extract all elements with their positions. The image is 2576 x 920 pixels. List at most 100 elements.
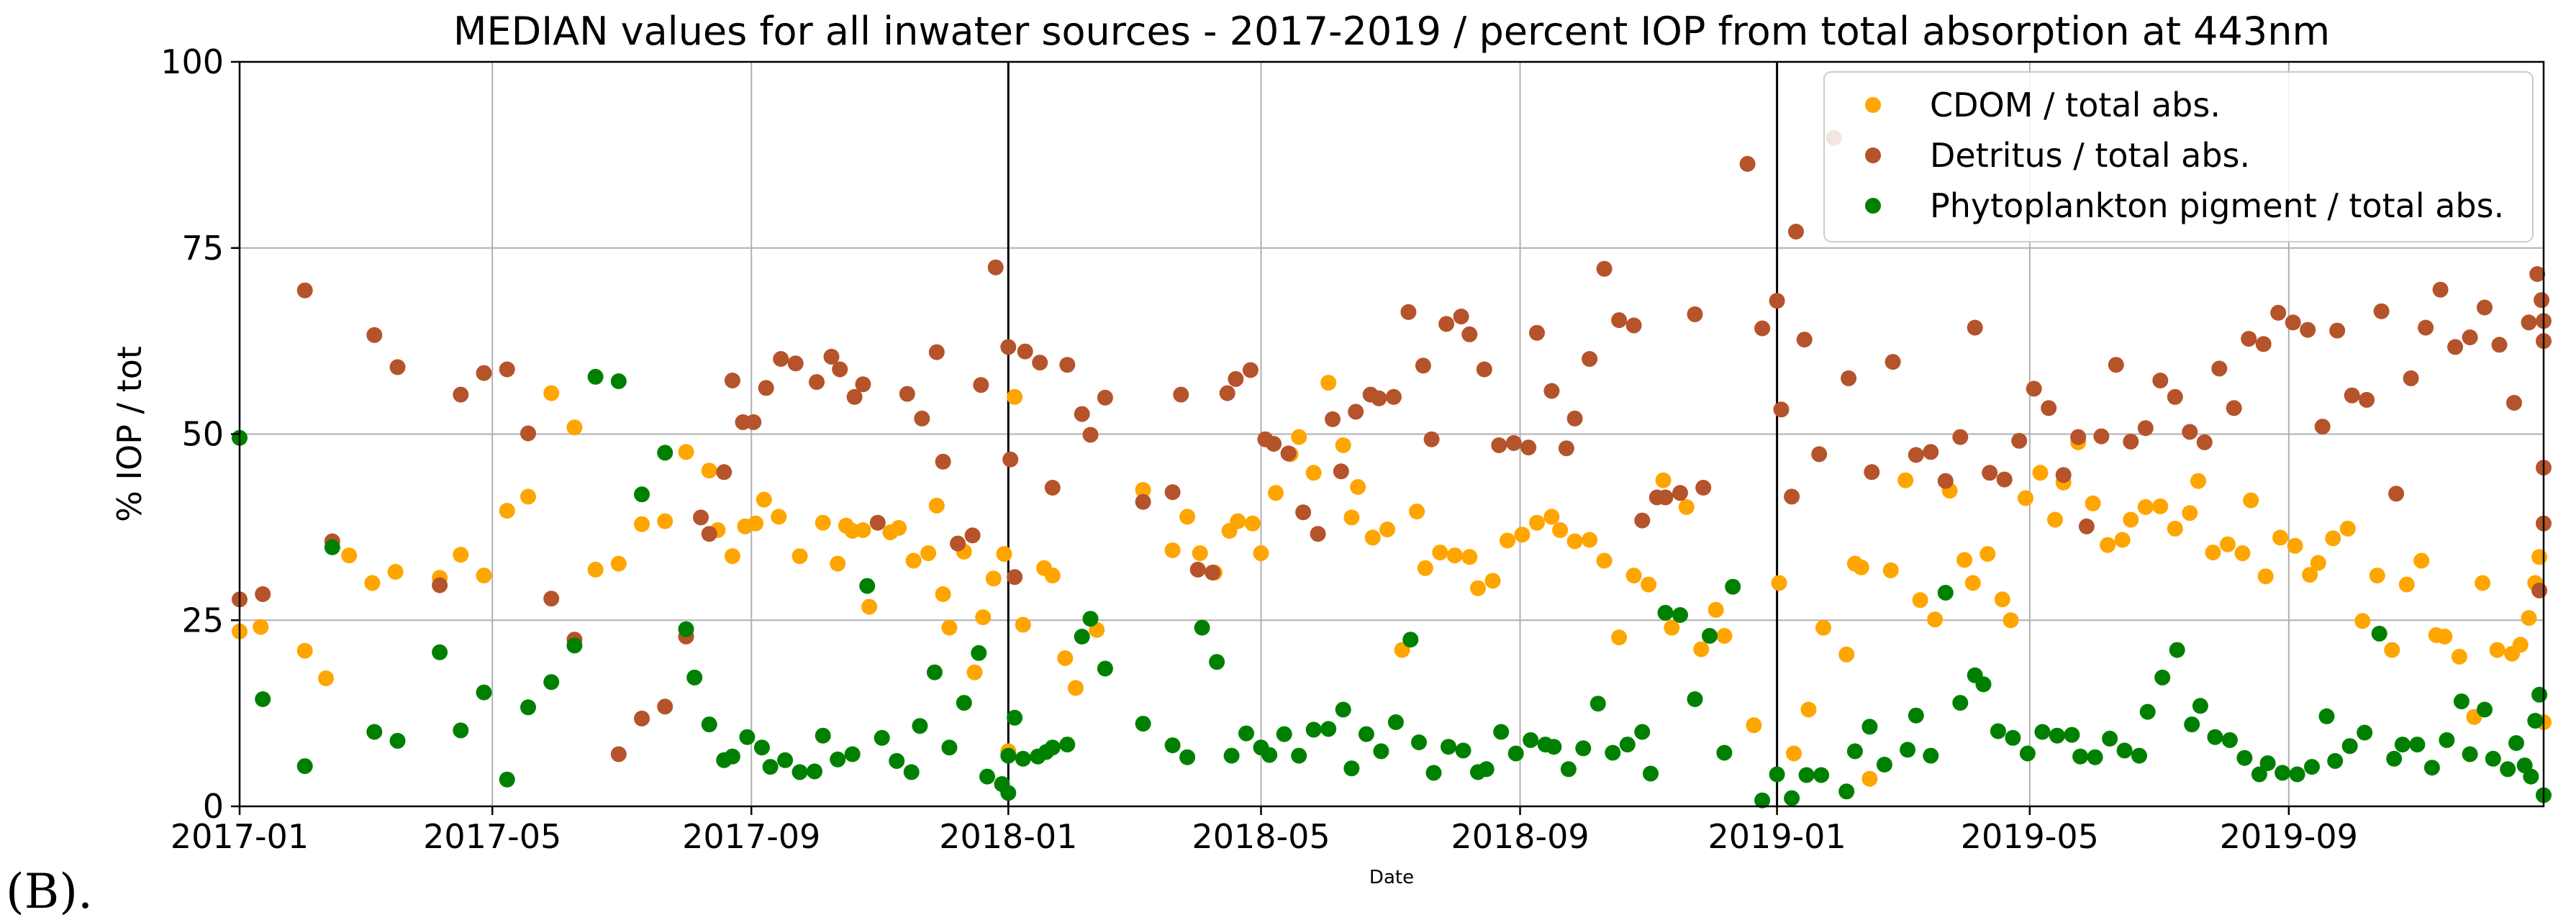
data-point [1348,404,1364,420]
data-point [1529,514,1545,531]
panel-label: (B). [6,864,93,919]
data-point [2032,465,2049,481]
data-point [1769,293,1785,309]
data-point [1364,529,1381,546]
data-point [2521,314,2537,331]
data-point [1478,761,1495,778]
data-point [1387,714,1404,730]
data-point [2055,467,2072,483]
data-point [1032,355,1048,371]
data-point [1611,312,1628,329]
data-point [1074,406,1090,422]
data-point [716,464,733,481]
data-point [1853,559,1869,575]
data-point [2359,391,2375,408]
data-point [1017,343,1033,360]
data-point [2137,420,2154,437]
data-point [2102,730,2118,747]
data-point [724,748,740,765]
data-point [1543,509,1560,525]
data-point [1643,765,1659,782]
data-point [1664,619,1680,636]
data-point [610,373,627,389]
x-tick-label: 2017-05 [423,817,561,856]
data-point [1189,561,1206,578]
data-point [296,282,313,299]
data-point [1798,767,1815,783]
series-3-points [232,368,2552,809]
data-point [2462,329,2478,345]
data-point [2190,473,2206,489]
data-point [1268,485,1284,501]
data-point [1655,472,1672,488]
data-point [324,539,340,555]
legend-marker [1865,147,1881,163]
data-point [1192,545,1208,562]
data-point [2093,428,2110,445]
data-point [476,365,492,381]
data-point [1291,747,1307,764]
data-point [1219,385,1235,401]
data-point [1358,726,1374,742]
data-point [1491,437,1507,453]
data-point [2529,266,2546,282]
data-point [815,514,831,531]
y-tick-label: 25 [181,601,224,639]
data-point [2439,732,2455,748]
data-point [2304,759,2320,775]
data-point [1529,324,1545,341]
data-point [1811,446,1828,463]
data-point [2154,669,2171,686]
data-point [499,503,515,519]
data-point [1379,522,1396,537]
data-point [2475,575,2491,591]
data-point [1725,578,1741,595]
data-point [2527,713,2544,729]
data-point [859,578,876,594]
data-point [2491,337,2508,353]
data-point [1082,427,1099,443]
data-point [1975,676,1992,693]
data-point [610,746,627,762]
data-point [950,535,966,552]
data-point [830,555,846,572]
data-point [2451,649,2467,665]
data-point [1044,480,1061,496]
data-point [1672,485,1688,501]
data-point [1994,591,2010,608]
data-point [2087,749,2103,765]
data-point [1409,504,1425,520]
data-point [2003,612,2019,629]
data-point [1044,568,1061,584]
data-point [1441,739,1456,755]
data-point [1687,306,1703,322]
data-point [2034,724,2051,740]
data-point [2257,568,2274,585]
data-point [2152,498,2169,514]
data-point [1885,354,1901,370]
data-point [1908,707,1924,724]
data-point [985,570,1002,587]
data-point [2116,742,2133,759]
y-axis-label: % IOP / tot [110,346,149,522]
data-point [701,463,717,479]
data-point [499,771,515,788]
data-point [566,637,583,654]
data-point [453,547,469,563]
data-point [1908,447,1924,463]
data-point [1876,757,1892,773]
data-point [903,764,920,780]
data-point [1566,410,1583,427]
data-point [1343,760,1360,777]
data-point [1320,375,1337,391]
data-point [1566,533,1583,550]
data-point [2289,766,2305,783]
data-point [1846,743,1863,760]
data-point [2123,433,2139,450]
data-point [2436,629,2453,645]
data-point [753,739,770,756]
data-point [1325,411,1341,427]
data-point [693,509,709,526]
data-point [1385,388,1402,405]
